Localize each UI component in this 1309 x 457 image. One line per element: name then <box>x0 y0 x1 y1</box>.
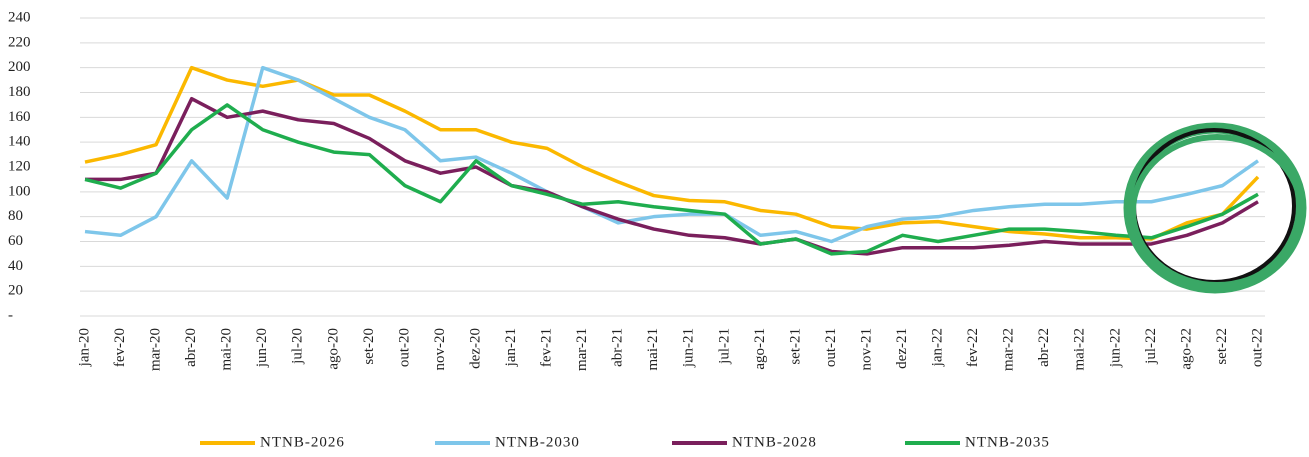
x-tick-label: dez-20 <box>467 328 483 369</box>
x-tick-label: nov-20 <box>432 328 448 371</box>
y-tick-label: 160 <box>8 109 31 125</box>
series-line <box>85 96 1259 256</box>
y-tick-label: 240 <box>8 9 31 25</box>
series-line <box>84 103 1259 256</box>
x-tick-label: jul-21 <box>716 328 732 365</box>
x-tick-label: out-22 <box>1249 328 1265 367</box>
y-tick-label: 20 <box>8 283 23 299</box>
x-tick-label: out-20 <box>396 328 412 367</box>
x-tick-label: abr-21 <box>610 328 626 367</box>
x-tick-label: ago-22 <box>1178 328 1194 370</box>
legend-label: NTNB-2028 <box>732 434 817 450</box>
x-tick-label: abr-22 <box>1036 328 1052 367</box>
y-tick-label: 40 <box>8 258 23 274</box>
highlight-circle <box>1123 122 1307 294</box>
x-tick-label: fev-21 <box>539 328 555 367</box>
y-tick-label: 120 <box>8 158 31 174</box>
x-tick-label: fev-20 <box>112 328 128 367</box>
y-tick-label: 180 <box>8 84 31 100</box>
x-tick-label: jun-20 <box>254 328 270 368</box>
y-tick-label: 140 <box>8 134 31 150</box>
x-tick-label: set-20 <box>361 328 377 365</box>
x-tick-label: mai-22 <box>1072 328 1088 371</box>
x-tick-label: jul-20 <box>290 328 306 365</box>
y-tick-label: 80 <box>8 208 23 224</box>
x-tick-label: nov-21 <box>858 328 874 371</box>
x-tick-label: jan-20 <box>76 328 92 367</box>
x-tick-label: jun-21 <box>681 328 697 368</box>
x-tick-label: fev-22 <box>965 328 981 367</box>
y-tick-label: 200 <box>8 59 31 75</box>
x-tick-label: mar-22 <box>1001 328 1017 371</box>
x-tick-label: jul-22 <box>1143 328 1159 365</box>
grid: - 20 40 60 80 100 120 140 160 180 200 220 240 <box>8 9 1265 323</box>
x-tick-label: abr-20 <box>183 328 199 367</box>
legend-label: NTNB-2026 <box>260 434 345 450</box>
series-line <box>84 65 1260 241</box>
x-tick-label: set-21 <box>787 328 803 365</box>
x-axis: jan-20 fev-20 mar-20 abr-20 mai-20 jun-20 jul-… <box>76 328 1265 371</box>
x-tick-label: dez-21 <box>894 328 910 369</box>
series-line <box>84 65 1260 244</box>
x-tick-label: out-21 <box>823 328 839 367</box>
x-tick-label: mar-20 <box>148 328 164 371</box>
lines <box>84 65 1260 256</box>
x-tick-label: jan-22 <box>930 328 946 367</box>
legend-label: NTNB-2030 <box>495 434 580 450</box>
x-tick-label: jan-21 <box>503 328 519 367</box>
x-tick-label: mai-21 <box>645 328 661 371</box>
x-tick-label: mar-21 <box>574 328 590 371</box>
x-tick-label: ago-20 <box>325 328 341 370</box>
y-tick-label: - <box>8 307 13 323</box>
y-tick-label: 100 <box>8 183 31 199</box>
x-tick-label: jun-22 <box>1107 328 1123 368</box>
y-tick-label: 60 <box>8 233 23 249</box>
legend-label: NTNB-2035 <box>965 434 1050 450</box>
x-tick-label: ago-21 <box>752 328 768 370</box>
x-tick-label: mai-20 <box>219 328 235 371</box>
y-tick-label: 220 <box>8 34 31 50</box>
legend: NTNB-2026 NTNB-2030 NTNB-2028 NTNB-2035 <box>200 434 1050 450</box>
x-tick-label: set-22 <box>1214 328 1230 365</box>
